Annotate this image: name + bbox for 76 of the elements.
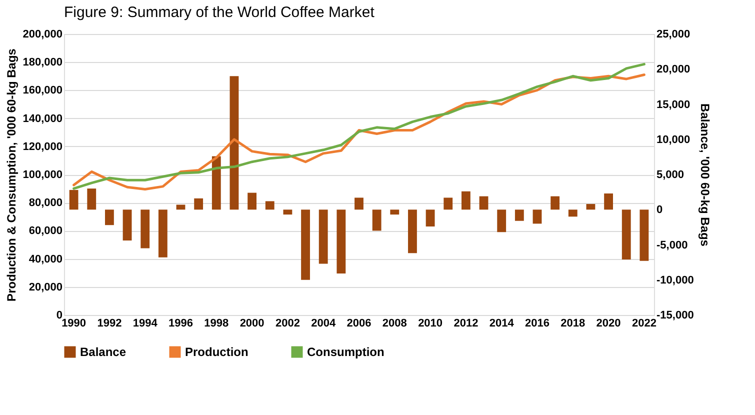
y-tick-label: 40,000 (28, 253, 62, 266)
bar (479, 196, 488, 210)
y2-tick-label: -5,000 (656, 239, 688, 252)
x-tick-label: 2004 (311, 318, 336, 330)
bar (283, 210, 292, 215)
legend-label: Consumption (307, 345, 384, 359)
bar (194, 198, 204, 210)
bar (568, 210, 578, 217)
bar (122, 210, 132, 241)
y2-tick-label: 20,000 (656, 64, 690, 76)
bar (176, 204, 186, 210)
y2-tick-label: 10,000 (656, 134, 690, 146)
y-tick-label: 100,000 (22, 169, 62, 181)
x-tick-label: 2010 (418, 318, 443, 330)
x-tick-label: 2022 (632, 318, 656, 330)
legend-label: Production (185, 345, 248, 359)
bar (230, 76, 239, 210)
bar (586, 204, 596, 210)
bar (390, 210, 400, 215)
x-tick-label: 2000 (240, 318, 264, 330)
bar (497, 210, 506, 232)
bar (640, 210, 649, 261)
bar (158, 210, 168, 258)
bar (318, 210, 328, 264)
bar (514, 210, 524, 221)
bar (532, 210, 542, 224)
x-tick-label: 1994 (132, 318, 158, 330)
legend-label: Balance (80, 345, 126, 359)
y2-tick-label: -15,000 (656, 310, 694, 322)
chart-title: Figure 9: Summary of the World Coffee Market (64, 4, 376, 21)
y-tick-label: 140,000 (22, 112, 62, 125)
y-tick-label: 180,000 (22, 56, 62, 69)
x-tick-label: 2002 (275, 318, 300, 330)
y-tick-label: 120,000 (22, 140, 62, 153)
bar (104, 210, 114, 226)
x-tick-label: 2014 (489, 318, 515, 330)
y2-tick-label: 5,000 (656, 169, 684, 181)
bar (301, 210, 310, 280)
y-tick-label: 200,000 (22, 28, 62, 40)
y-tick-label: 60,000 (28, 225, 62, 238)
x-tick-label: 2018 (560, 318, 586, 330)
y2-tick-label: 15,000 (656, 98, 690, 111)
bar (372, 210, 382, 231)
bar (550, 196, 560, 210)
y-tick-label: 20,000 (28, 281, 62, 294)
x-tick-label: 2006 (346, 318, 372, 330)
bar (248, 192, 257, 210)
bar (604, 193, 614, 210)
x-tick-label: 1998 (204, 318, 229, 330)
x-tick-label: 1992 (97, 318, 122, 330)
y2-axis-title: Balance, '000 60-kg Bags (698, 104, 712, 247)
y-axis-title: Production & Consumption, '000 60-kg Bags (4, 48, 19, 302)
x-tick-label: 2008 (382, 318, 407, 330)
y2-tick-label: 0 (656, 204, 663, 216)
bar (265, 201, 274, 210)
bar (461, 191, 470, 210)
bar (444, 198, 453, 210)
y-tick-label: 160,000 (22, 84, 62, 97)
x-tick-label: 2012 (454, 318, 478, 330)
y-tick-label: 80,000 (28, 197, 62, 210)
y2-tick-label: 25,000 (656, 28, 690, 40)
x-tick-label: 2020 (596, 318, 621, 330)
bar (408, 210, 417, 254)
bar (140, 210, 150, 248)
bar (622, 210, 631, 260)
bar (87, 188, 96, 210)
y2-tick-label: -10,000 (656, 274, 694, 286)
bar (69, 190, 78, 210)
x-tick-label: 1996 (168, 318, 193, 330)
bar (426, 210, 435, 226)
bar (336, 210, 346, 274)
x-tick-label: 2016 (525, 318, 550, 330)
x-tick-label: 1990 (62, 318, 86, 330)
y-tick-label: 0 (56, 310, 62, 322)
bar (354, 198, 364, 210)
bar (212, 156, 221, 210)
